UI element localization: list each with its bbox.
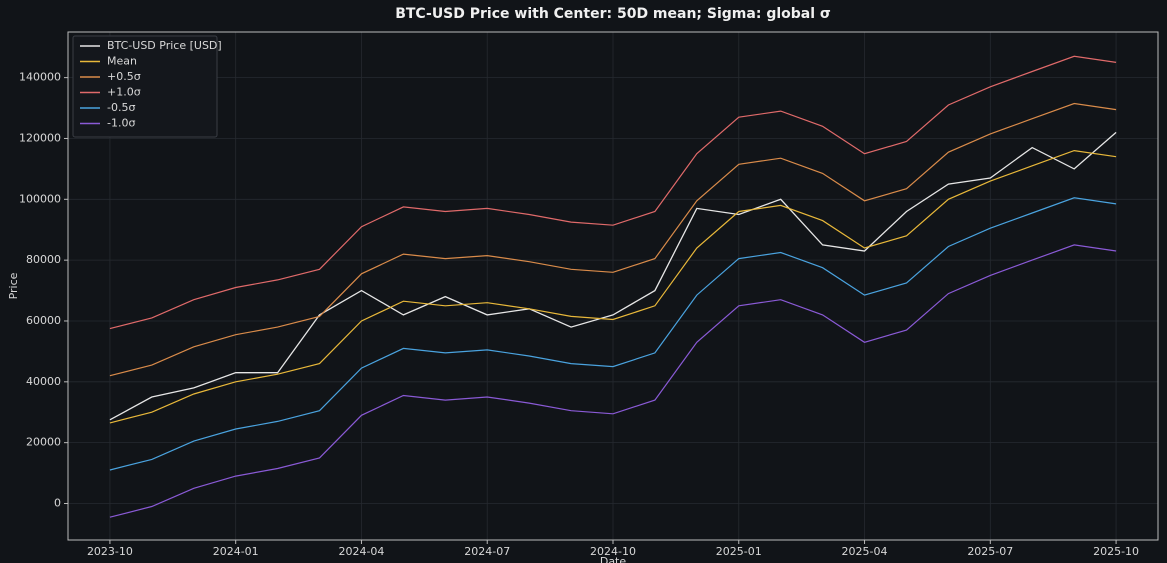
x-tick-label: 2023-10 [87, 545, 133, 558]
y-axis-label: Price [7, 272, 20, 299]
y-tick-label: 20000 [26, 436, 61, 449]
plot-frame [67, 31, 1159, 541]
y-tick-label: 120000 [19, 131, 61, 144]
legend-label: Mean [107, 55, 137, 68]
y-tick-label: 100000 [19, 192, 61, 205]
x-tick-label: 2024-07 [464, 545, 510, 558]
x-tick-label: 2025-07 [967, 545, 1013, 558]
series-line [109, 244, 1117, 518]
x-tick-label: 2025-10 [1093, 545, 1139, 558]
chart-title: BTC-USD Price with Center: 50D mean; Sig… [395, 6, 831, 22]
legend-label: +0.5σ [107, 70, 141, 83]
series-line [109, 149, 1117, 424]
y-tick-label: 60000 [26, 314, 61, 327]
y-tick-label: 140000 [19, 71, 61, 84]
y-tick-label: 80000 [26, 253, 61, 266]
series-line [109, 131, 1117, 421]
series-line [109, 102, 1117, 377]
series-line [109, 197, 1117, 471]
x-tick-label: 2025-01 [716, 545, 762, 558]
y-tick-label: 40000 [26, 375, 61, 388]
legend-label: -1.0σ [107, 117, 135, 130]
legend-label: +1.0σ [107, 86, 141, 99]
legend: BTC-USD Price [USD] Mean +0.5σ +1.0σ -0.5σ -1… [72, 35, 222, 138]
x-axis-label: Date [600, 555, 627, 563]
x-tick-label: 2024-01 [213, 545, 259, 558]
legend-label: BTC-USD Price [USD] [107, 39, 222, 52]
x-tick-label: 2025-04 [842, 545, 888, 558]
x-tick-label: 2024-10 [590, 545, 636, 558]
legend-label: -0.5σ [107, 101, 135, 114]
series-line [109, 55, 1117, 330]
y-tick-label: 0 [54, 496, 61, 509]
legend-box [72, 35, 218, 138]
x-tick-label: 2024-04 [338, 545, 384, 558]
